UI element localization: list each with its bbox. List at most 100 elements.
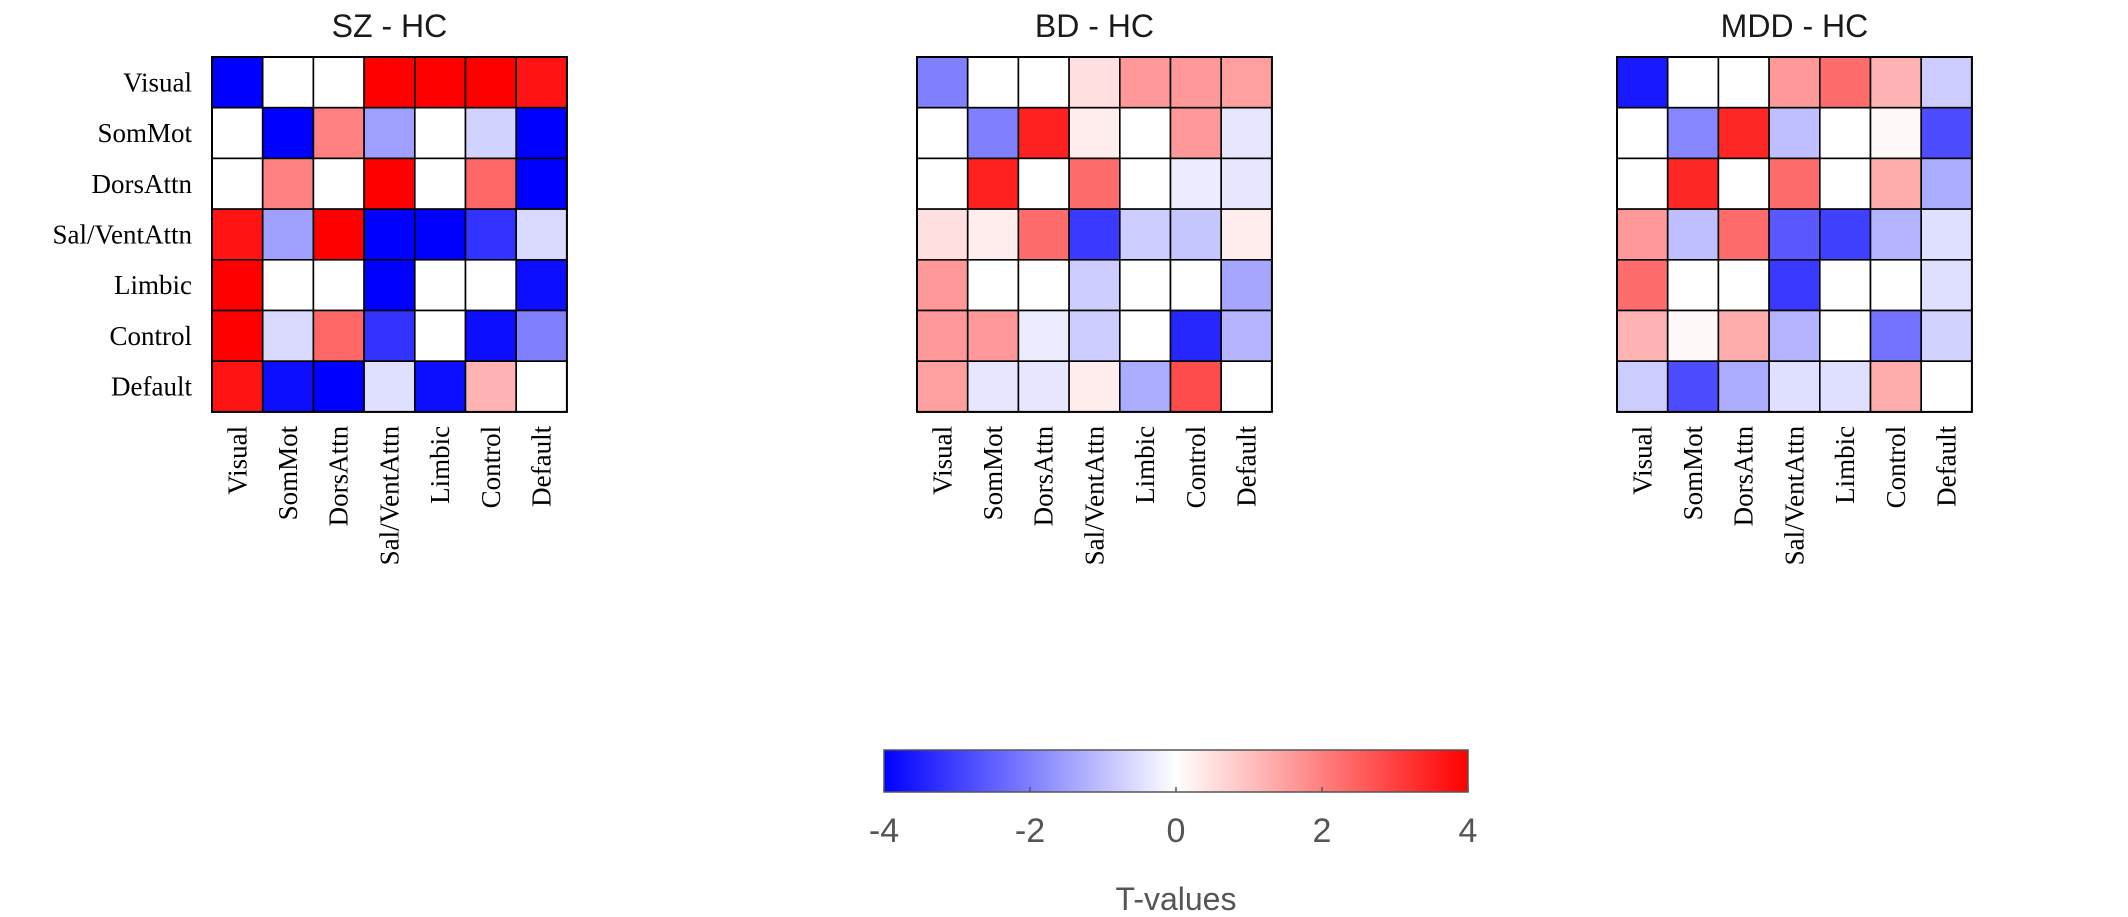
heatmap-cell [1220,56,1273,109]
heatmap-cell [464,56,518,109]
heatmap-cell [312,309,365,363]
heatmap-cell [413,258,467,312]
heatmap-cell [1666,258,1720,312]
heatmap-cell [1920,258,1973,312]
heatmap-cell [1119,360,1172,413]
panel-title: SZ - HC [332,8,448,44]
heatmap-cell [916,106,969,160]
heatmap-cell [1768,106,1821,160]
heatmap-cell [916,56,969,109]
heatmap-cell [916,258,969,312]
heatmap-cell [1017,309,1070,363]
column-label: DorsAttn [1729,425,1759,526]
heatmap-cell [966,309,1020,363]
heatmap-cell [1017,360,1070,413]
heatmap-cell [1717,360,1770,413]
heatmap-cell [1717,258,1770,312]
column-label: SomMot [1678,425,1708,520]
heatmap-cell [464,258,518,312]
heatmap-cell [363,309,416,363]
heatmap-cell [1220,309,1273,363]
heatmap-cell [1220,360,1273,413]
heatmap-cell [1819,360,1872,413]
row-label: DorsAttn [92,169,193,199]
heatmap-cell [966,258,1020,312]
heatmap-cell [312,360,365,413]
heatmap-cell [261,106,315,160]
heatmap-cell [312,258,365,312]
heatmap-cell [211,360,264,413]
column-label: Sal/VentAttn [1779,425,1809,565]
heatmap-cell [1169,106,1223,160]
heatmap-cell [1017,56,1070,109]
heatmap-cell [363,56,416,109]
column-label: SomMot [978,425,1008,520]
column-label: SomMot [273,425,303,520]
column-label: Sal/VentAttn [1079,425,1109,565]
heatmap-cell [916,360,969,413]
colorbar-tick-label: 4 [1459,812,1478,850]
heatmap-cell [1616,258,1669,312]
heatmap-cell [211,208,264,261]
panel-title: BD - HC [1035,8,1154,44]
heatmap-cell [1616,208,1669,261]
heatmap-cell [261,157,315,210]
heatmap-cell [363,106,416,160]
heatmap-cell [1220,208,1273,261]
heatmap-panel: SZ - HC Visual SomMot DorsAttn Sal/VentAttn L… [53,8,568,565]
heatmap-panels: SZ - HC Visual SomMot DorsAttn Sal/VentAttn L… [53,8,1973,565]
panel-frame [916,56,1273,413]
heatmap-cell [515,309,568,363]
heatmap-cell [1920,157,1973,210]
heatmap-cell [1666,157,1720,210]
heatmap-cell [261,360,315,413]
panel-title: MDD - HC [1721,8,1869,44]
heatmap-cell [1869,208,1923,261]
row-label: SomMot [97,118,192,148]
heatmap-cell [363,208,416,261]
heatmap-cell [1169,208,1223,261]
heatmap-cell [1666,360,1720,413]
heatmap-cell [1920,208,1973,261]
heatmap-cell [413,157,467,210]
heatmap-cell [1068,309,1121,363]
heatmap-cell [1017,208,1070,261]
heatmap-cell [413,56,467,109]
heatmap-cell [413,106,467,160]
heatmap-cell [1616,106,1669,160]
heatmap-cell [261,208,315,261]
heatmap-cell [1068,258,1121,312]
heatmap-cell [413,208,467,261]
heatmap-cell [1068,157,1121,210]
heatmap-cell [312,56,365,109]
heatmap-cell [1717,309,1770,363]
colorbar-label: T-values [1116,881,1237,917]
heatmap-cell [211,157,264,210]
column-label: Limbic [425,426,455,504]
heatmap-cell [363,157,416,210]
heatmap-cell [464,360,518,413]
heatmap-cell [1119,208,1172,261]
heatmap-cell [1169,360,1223,413]
heatmap-cell [1616,56,1669,109]
column-label: Default [527,425,557,506]
heatmap-cell [1920,106,1973,160]
heatmap-cell [1869,309,1923,363]
column-label: Limbic [1830,426,1860,504]
heatmap-cell [1119,157,1172,210]
panel-frame [1616,56,1973,413]
heatmap-cell [1017,258,1070,312]
heatmap-cell [1220,157,1273,210]
column-label: Limbic [1130,426,1160,504]
heatmap-cell [1819,157,1872,210]
column-label: Visual [927,426,957,495]
heatmap-cell [312,157,365,210]
heatmap-cell [1119,309,1172,363]
colorbar-tick-label: -4 [869,812,899,850]
heatmap-cell [211,258,264,312]
row-label: Sal/VentAttn [53,219,193,249]
row-label: Default [111,372,192,402]
heatmap-cell [916,157,969,210]
heatmap-cell [916,309,969,363]
